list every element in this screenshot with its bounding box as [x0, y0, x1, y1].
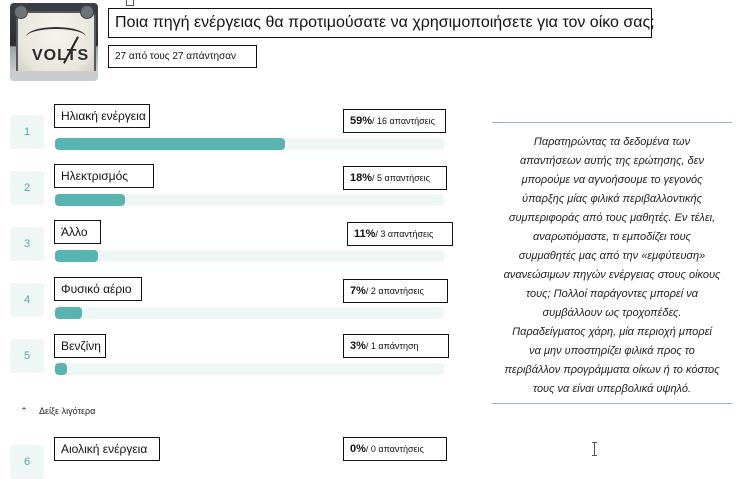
option-count: / 16 απαντήσεις: [372, 116, 435, 126]
option-count: / 1 απάντηση: [365, 341, 419, 351]
option-stat: 0%/ 0 απαντήσεις: [343, 437, 447, 461]
show-less-toggle[interactable]: ⌃ Δείξε λιγότερα: [17, 404, 95, 418]
commentary-line: μπορούμε να αγνοήσουμε το γεγονός: [521, 174, 703, 186]
option-stat: 3%/ 1 απάντηση: [343, 334, 449, 358]
option-label: Ηλιακή ενέργεια: [54, 104, 150, 128]
commentary-line: Παραδείγματος χάρη, μία περιοχή μπορεί: [512, 326, 712, 338]
option-rank: 5: [10, 339, 44, 373]
option-label: Ηλεκτρισμός: [54, 164, 154, 188]
commentary-box: Παρατηρώντας τα δεδομένα των απαντήσεων …: [492, 122, 732, 404]
option-bar-track: [55, 250, 444, 262]
option-bar-fill: [55, 194, 126, 206]
option-bar-fill: [55, 250, 98, 262]
option-percent: 18%: [350, 172, 373, 184]
option-percent: 59%: [350, 115, 373, 127]
knob-icon: [14, 5, 28, 19]
option-percent: 3%: [350, 340, 366, 352]
commentary-line: τους να είναι υπερβολικά υψηλό.: [532, 383, 691, 395]
commentary-line: αναρωτιόμαστε, τι εμποδίζει τους: [533, 231, 691, 243]
option-bar-track: [55, 307, 444, 319]
option-stat: 11%/ 3 απαντήσεις: [347, 222, 453, 246]
option-stat: 59%/ 16 απαντήσεις: [343, 109, 446, 133]
option-stat: 18%/ 5 απαντήσεις: [343, 166, 447, 190]
meter-label: VOLTS: [32, 47, 90, 64]
voltmeter-face: VOLTS: [16, 11, 96, 77]
option-count: / 3 απαντήσεις: [375, 229, 434, 239]
option-stat: 7%/ 2 απαντήσεις: [343, 279, 448, 303]
commentary-line: ανανεώσιμων πηγών ενέργειας στους οίκους: [503, 269, 721, 281]
commentary-line: συμβάλλουν ως τροχοπέδες.: [542, 307, 682, 319]
option-bar-track: [55, 363, 444, 375]
option-percent: 0%: [350, 443, 366, 455]
show-less-label: Δείξε λιγότερα: [39, 406, 96, 416]
commentary-line: απαντήσεων αυτής της ερώτησης, δεν: [520, 155, 704, 167]
option-label: Άλλο: [54, 220, 101, 244]
knob-icon: [80, 5, 94, 19]
option-label: Βενζίνη: [54, 334, 106, 358]
commentary-line: περιβάλλον προγράμματα οίκων ή το κόστος: [504, 364, 720, 376]
option-count: / 2 απαντήσεις: [365, 286, 424, 296]
option-bar-fill: [55, 138, 285, 150]
option-bar-track: [55, 194, 444, 206]
commentary-line: συμπεριφοράς από τους μαθητές. Εν τέλει,: [508, 212, 716, 224]
option-rank: 3: [10, 227, 44, 261]
chevron-up-icon: ⌃: [20, 406, 28, 416]
option-percent: 7%: [350, 285, 366, 297]
option-rank: 6: [10, 445, 44, 479]
option-label: Φυσικό αέριο: [54, 277, 142, 301]
question-image: VOLTS: [10, 3, 98, 81]
question-title: Ποια πηγή ενέργειας θα προτιμούσατε να χ…: [108, 8, 655, 38]
responses-summary: 27 από τους 27 απάντησαν: [108, 45, 257, 68]
commentary-line: συμμαθητές μας από την «εμφύτευση»: [518, 250, 706, 262]
option-label: Αιολική ενέργεια: [54, 437, 160, 461]
checkbox-fragment: [126, 0, 134, 6]
meter-scale: [26, 27, 86, 47]
commentary-line: Παρατηρώντας τα δεδομένα των: [533, 136, 691, 148]
text-cursor-icon: [592, 442, 597, 456]
option-count: / 5 απαντήσεις: [372, 173, 430, 183]
option-percent: 11%: [354, 228, 376, 240]
commentary-line: ύπαρξης μίας φιλικά περιβαλλοντικής: [522, 193, 702, 205]
option-bar-fill: [55, 307, 83, 319]
option-rank: 2: [10, 171, 44, 205]
option-rank: 1: [10, 115, 44, 149]
option-count: / 0 απαντήσεις: [365, 444, 424, 454]
meter-base: [10, 71, 98, 81]
option-bar-track: [55, 138, 444, 150]
option-rank: 4: [10, 283, 44, 317]
commentary-line: τους; Πολλοί παράγοντες μπορεί να: [526, 288, 698, 300]
option-bar-fill: [55, 363, 67, 375]
commentary-line: να μην υποστηρίζει φιλικά προς το: [529, 345, 695, 357]
